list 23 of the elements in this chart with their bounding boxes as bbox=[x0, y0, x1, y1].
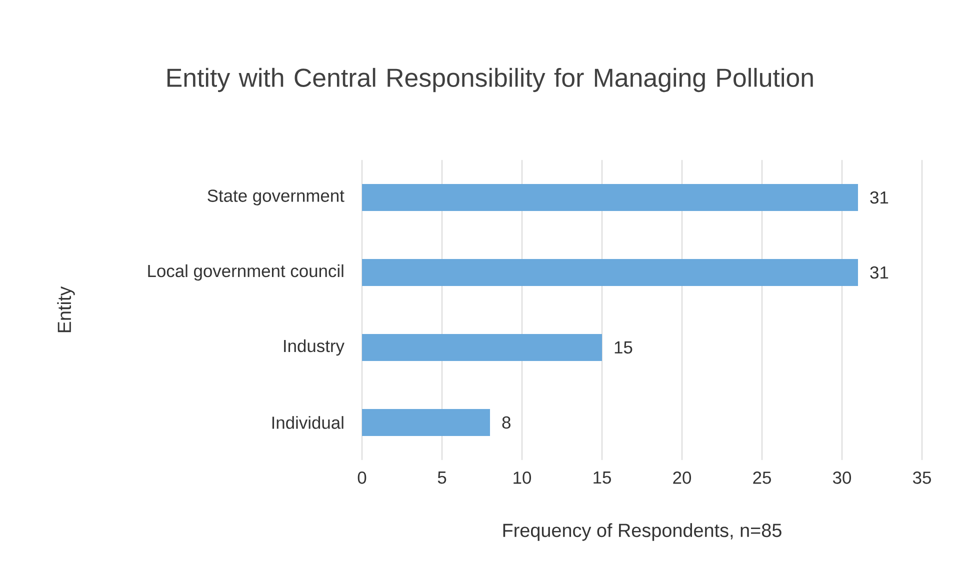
y-tick-label: State government bbox=[208, 190, 344, 206]
bar bbox=[362, 409, 490, 436]
x-tick-label: 5 bbox=[438, 472, 446, 484]
data-label: 15 bbox=[614, 341, 632, 354]
x-tick-label: 15 bbox=[594, 472, 611, 484]
data-label: 8 bbox=[502, 416, 510, 429]
x-tick-label: 20 bbox=[673, 472, 692, 484]
x-tick-label: 10 bbox=[514, 472, 532, 484]
x-axis-title: Frequency of Respondents, n=85 bbox=[503, 523, 782, 541]
y-tick-label: Individual bbox=[272, 416, 344, 429]
data-label: 31 bbox=[870, 191, 888, 204]
chart-title: Entity with Central Responsibility for Managing Pollution bbox=[167, 68, 813, 92]
y-tick-label: Industry bbox=[284, 339, 344, 356]
x-tick-label: 0 bbox=[358, 472, 366, 484]
x-tick-label: 30 bbox=[832, 472, 852, 484]
y-axis-title: Entity bbox=[57, 286, 75, 332]
x-tick-label: 25 bbox=[753, 472, 771, 484]
x-tick-label: 35 bbox=[912, 472, 931, 484]
bar bbox=[362, 334, 602, 362]
bar bbox=[362, 259, 858, 286]
data-label: 31 bbox=[870, 266, 888, 279]
bar bbox=[362, 184, 858, 211]
y-tick-label: Local government council bbox=[148, 264, 344, 281]
